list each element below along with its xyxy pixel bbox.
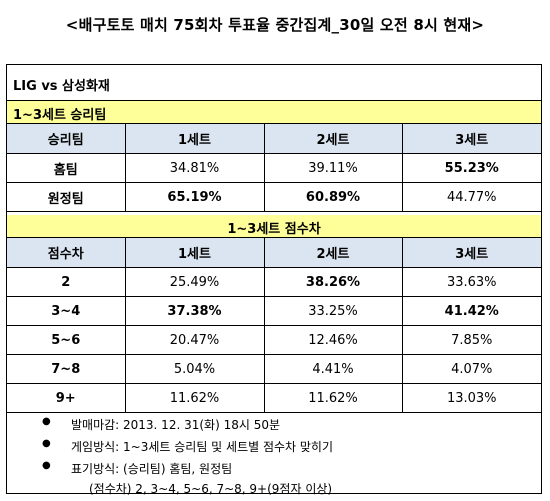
column-header: 2세트 — [263, 238, 403, 268]
table-row: 3~4 37.38% 33.25% 41.42% — [7, 296, 541, 326]
column-header: 3세트 — [401, 124, 541, 154]
column-header: 1세트 — [124, 124, 265, 154]
column-header: 1세트 — [124, 238, 265, 268]
bullet-icon: ● — [42, 438, 51, 449]
note-text: 표기방식: (승리팀) 홈팀, 원정팀 — [71, 462, 233, 476]
table-cell: 33.63% — [401, 267, 541, 297]
table-cell: 34.81% — [124, 153, 265, 183]
row-label: 홈팀 — [7, 153, 126, 183]
table-cell: 11.62% — [263, 383, 403, 413]
table-cell: 39.11% — [263, 153, 403, 183]
section-title: 1~3세트 승리팀 — [13, 108, 107, 123]
page-title: <배구토토 매치 75회차 투표율 중간집계_30일 오전 8시 현재> — [65, 16, 485, 34]
results-table: LIG vs 삼성화재 1~3세트 승리팀 승리팀 1세트 2세트 3세트 홈팀… — [6, 64, 542, 496]
table-cell: 4.07% — [401, 354, 541, 384]
table-cell: 60.89% — [263, 182, 403, 212]
note-item: ● 발매마감: 2013. 12. 31(화) 18시 50분 — [7, 414, 541, 434]
table-cell: 65.19% — [124, 182, 265, 212]
bullet-icon: ● — [42, 416, 51, 427]
table-cell: 4.41% — [263, 354, 403, 384]
column-header: 3세트 — [401, 238, 541, 268]
table-row: 2 25.49% 38.26% 33.63% — [7, 267, 541, 297]
table-row: 원정팀 65.19% 60.89% 44.77% — [7, 182, 541, 212]
note-text: 게임방식: 1~3세트 승리팀 및 세트별 점수차 맞히기 — [71, 440, 334, 454]
note-item: ● 표기방식: (승리팀) 홈팀, 원정팀 — [7, 458, 541, 478]
table-cell: 33.25% — [263, 296, 403, 326]
margin-table: 점수차 1세트 2세트 3세트 2 25.49% 38.26% 33.63% 3… — [7, 238, 541, 413]
row-label: 원정팀 — [7, 182, 126, 212]
table-row: 7~8 5.04% 4.41% 4.07% — [7, 354, 541, 384]
column-header: 2세트 — [263, 124, 403, 154]
row-label: 5~6 — [7, 325, 126, 355]
table-cell: 41.42% — [401, 296, 541, 326]
note-text: (점수차) 2, 3~4, 5~6, 7~8, 9+(9점자 이상) — [89, 482, 333, 496]
column-header: 점수차 — [7, 238, 126, 268]
table-cell: 25.49% — [124, 267, 265, 297]
note-item: ● 게임방식: 1~3세트 승리팀 및 세트별 점수차 맞히기 — [7, 436, 541, 456]
table-cell: 13.03% — [401, 383, 541, 413]
bullet-icon: ● — [42, 460, 51, 471]
table-cell: 7.85% — [401, 325, 541, 355]
column-header: 승리팀 — [7, 124, 126, 154]
table-cell: 37.38% — [124, 296, 265, 326]
table-header-row: 승리팀 1세트 2세트 3세트 — [7, 124, 541, 154]
note-text: 발매마감: 2013. 12. 31(화) 18시 50분 — [71, 418, 281, 432]
note-continuation: (점수차) 2, 3~4, 5~6, 7~8, 9+(9점자 이상) — [7, 478, 541, 498]
match-label: LIG vs 삼성화재 — [13, 79, 110, 94]
table-cell: 5.04% — [124, 354, 265, 384]
row-label: 9+ — [7, 383, 126, 413]
section-title: 1~3세트 점수차 — [227, 222, 321, 237]
table-cell: 11.62% — [124, 383, 265, 413]
table-row: 9+ 11.62% 11.62% 13.03% — [7, 383, 541, 413]
table-row: 5~6 20.47% 12.46% 7.85% — [7, 325, 541, 355]
section-header-winner: 1~3세트 승리팀 — [7, 101, 541, 124]
table-row: 홈팀 34.81% 39.11% 55.23% — [7, 153, 541, 183]
section-header-margin: 1~3세트 점수차 — [7, 215, 541, 238]
row-label: 3~4 — [7, 296, 126, 326]
winner-table: 승리팀 1세트 2세트 3세트 홈팀 34.81% 39.11% 55.23% … — [7, 124, 541, 212]
table-cell: 12.46% — [263, 325, 403, 355]
table-cell: 55.23% — [401, 153, 541, 183]
row-label: 2 — [7, 267, 126, 297]
row-label: 7~8 — [7, 354, 126, 384]
table-header-row: 점수차 1세트 2세트 3세트 — [7, 238, 541, 268]
table-cell: 44.77% — [401, 182, 541, 212]
table-cell: 38.26% — [263, 267, 403, 297]
table-cell: 20.47% — [124, 325, 265, 355]
match-row: LIG vs 삼성화재 — [7, 65, 541, 101]
